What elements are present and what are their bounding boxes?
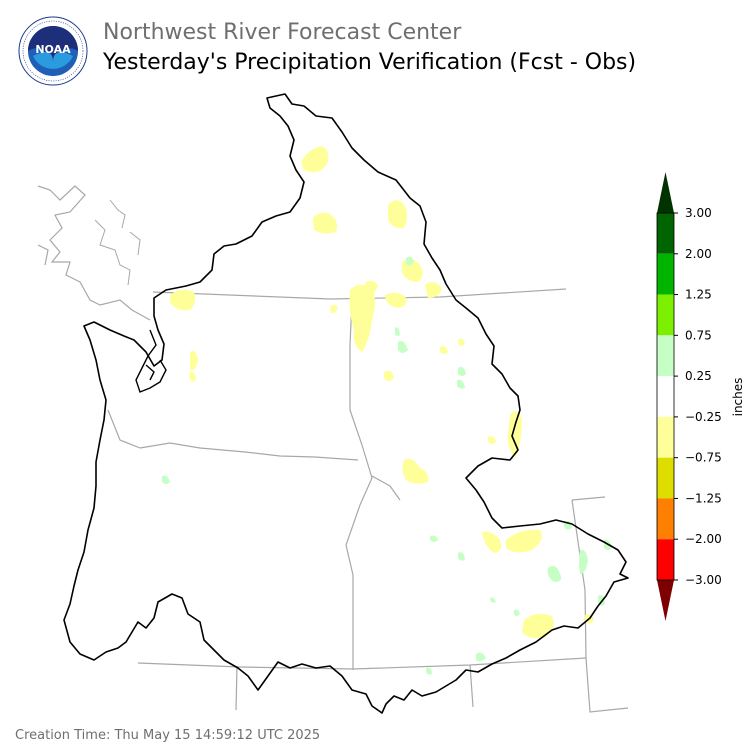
state-boundaries <box>37 185 629 713</box>
colorbar-tick-label: −0.25 <box>685 410 722 424</box>
colorbar-band <box>657 294 674 336</box>
colorbar-tick-label: −2.00 <box>685 532 722 546</box>
org-title: Northwest River Forecast Center <box>103 20 462 45</box>
colorbar-tick-label: −3.00 <box>685 573 722 587</box>
basin-outline <box>63 93 629 714</box>
coastline <box>94 199 141 286</box>
colorbar-tick-label: 1.25 <box>685 288 712 302</box>
colorbar-band <box>657 213 674 254</box>
colorbar-tick-label: 2.00 <box>685 247 712 261</box>
logo-text: NOAA <box>35 43 71 56</box>
colorbar-band <box>657 416 674 458</box>
noaa-logo-icon: NOAA <box>18 16 88 86</box>
creation-time: Creation Time: Thu May 15 14:59:12 UTC 2… <box>15 728 321 743</box>
colorbar-band <box>657 253 674 295</box>
colorbar-tick-label: 3.00 <box>685 206 712 220</box>
colorbar-top-arrow <box>657 172 674 213</box>
colorbar-tick-label: 0.25 <box>685 369 712 383</box>
anomaly-patches <box>162 146 612 675</box>
puget-sound <box>135 329 167 393</box>
page-title: Yesterday's Precipitation Verification (… <box>103 50 637 75</box>
colorbar-legend: 3.00 2.00 1.25 0.75 0.25 −0.25 −0.75 −1.25 −2.00… <box>656 172 745 621</box>
colorbar-tick-label: −0.75 <box>685 451 722 465</box>
colorbar-band <box>657 335 674 377</box>
colorbar-band <box>657 539 674 580</box>
colorbar-band <box>657 498 674 540</box>
colorbar-bottom-arrow <box>657 580 674 621</box>
colorbar-tick-label: −1.25 <box>685 491 722 505</box>
colorbar-tick-label: 0.75 <box>685 328 712 342</box>
colorbar-unit-label: inches <box>731 378 745 417</box>
colorbar-band <box>657 376 674 417</box>
colorbar-band <box>657 457 674 499</box>
